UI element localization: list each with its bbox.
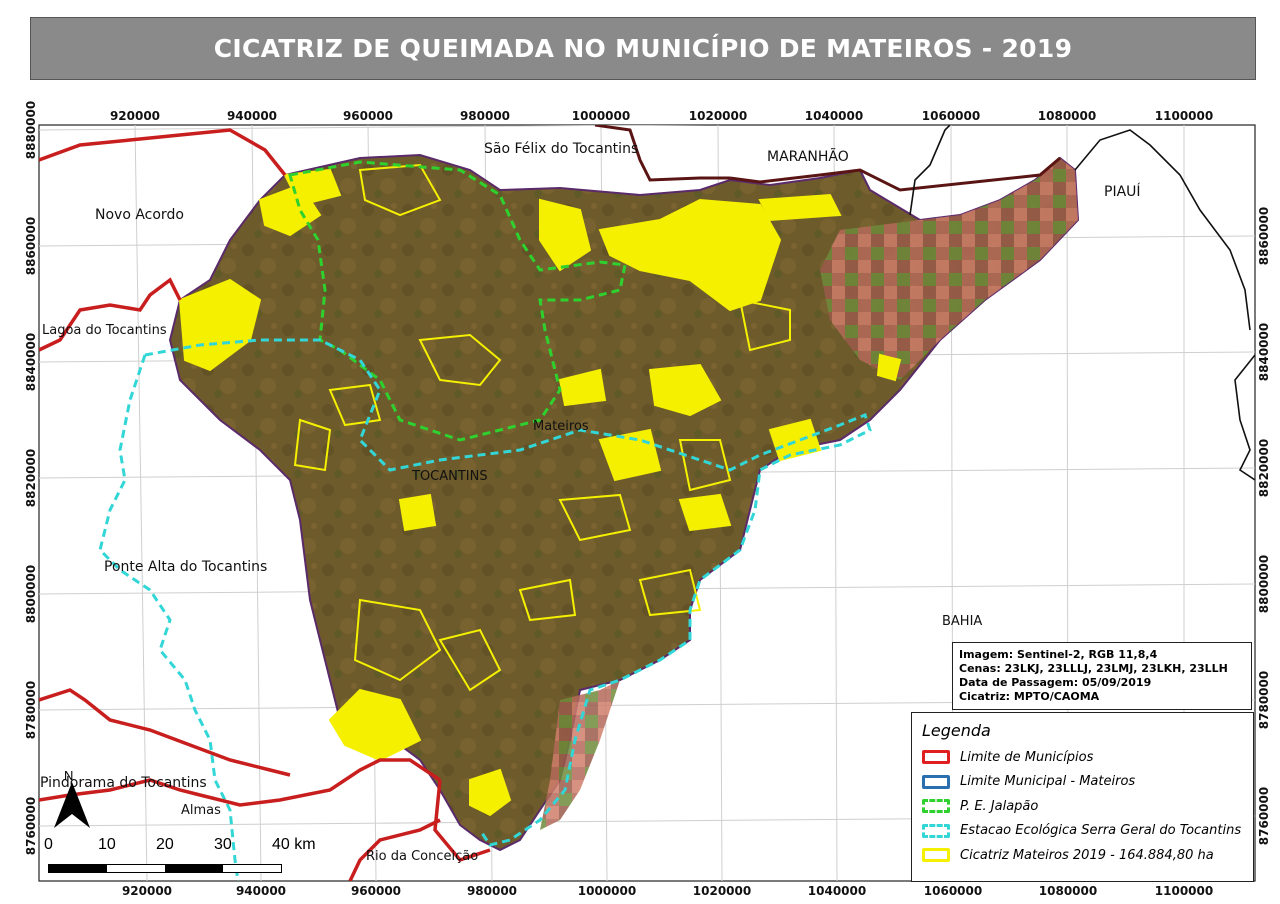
burn-scars [178,163,902,817]
tick-bottom: 1020000 [693,884,751,898]
label-piaui: PIAUÍ [1104,183,1141,200]
place-labels: São Félix do Tocantins MARANHÃO PIAUÍ No… [40,141,1141,864]
label-sao-felix: São Félix do Tocantins [484,141,638,157]
legend-item-jalapao: P. E. Jalapão [922,794,1243,819]
y-ticks-left: 8880000 8860000 8840000 8820000 8800000 … [24,101,38,855]
legend-swatch [922,799,950,814]
tick-right: 8760000 [1257,787,1271,845]
legend-title: Legenda [922,721,991,740]
x-ticks-bottom: 920000 940000 960000 980000 1000000 1020… [122,884,1213,898]
legend-label: P. E. Jalapão [960,798,1039,814]
tick-top: 1080000 [1038,109,1096,123]
tick-bottom: 1060000 [924,884,982,898]
tick-right: 8780000 [1257,671,1271,729]
label-bahia: BAHIA [942,614,982,629]
legend-label: Cicatriz Mateiros 2019 - 164.884,80 ha [960,847,1214,863]
label-ponte-alta: Ponte Alta do Tocantins [104,559,267,575]
tick-left: 8780000 [24,681,38,739]
info-line-scenes: Cenas: 23LKJ, 23LLLJ, 23LMJ, 23LKH, 23LL… [959,662,1228,675]
info-line-image: Imagem: Sentinel-2, RGB 11,8,4 [959,648,1158,661]
legend-item-mateiros-limit: Limite Municipal - Mateiros [922,770,1243,795]
legend-item-ecological-station: Estacao Ecológica Serra Geral do Tocanti… [922,819,1243,844]
map-title-bar: CICATRIZ DE QUEIMADA NO MUNICÍPIO DE MAT… [30,17,1256,80]
tick-top: 940000 [227,109,277,123]
scale-segment [165,865,223,872]
tick-bottom: 1000000 [578,884,636,898]
info-line-scar: Cicatriz: MPTO/CAOMA [959,690,1100,703]
tick-top: 1040000 [805,109,863,123]
label-novo-acordo: Novo Acordo [95,207,184,223]
x-ticks-top: 920000 940000 960000 980000 1000000 1020… [110,109,1213,123]
scale-segment [223,865,281,872]
tick-right: 8860000 [1257,207,1271,265]
tick-top: 1020000 [689,109,747,123]
tick-left: 8820000 [24,449,38,507]
tick-left: 8760000 [24,797,38,855]
tick-top: 1060000 [922,109,980,123]
legend-swatch [922,774,950,789]
label-maranhao: MARANHÃO [767,148,849,165]
label-mateiros: Mateiros [533,419,589,434]
tick-bottom: 960000 [351,884,401,898]
scale-label-30: 30 [214,836,232,853]
tick-bottom: 1040000 [808,884,866,898]
label-tocantins: TOCANTINS [411,469,488,484]
tick-bottom: 940000 [236,884,286,898]
scale-segment [107,865,165,872]
tick-left: 8860000 [24,217,38,275]
tick-right: 8820000 [1257,439,1271,497]
scale-label-20: 20 [156,836,174,853]
legend-label: Limite Municipal - Mateiros [960,774,1136,790]
legend-item-municipal-limits: Limite de Municípios [922,745,1243,770]
legend-swatch [922,750,950,765]
info-line-date: Data de Passagem: 05/09/2019 [959,676,1152,689]
scale-segment [49,865,107,872]
legend-label: Limite de Municípios [960,749,1094,765]
tick-top: 1000000 [572,109,630,123]
state-border-black [909,125,1255,481]
legend-swatch [922,823,950,838]
tick-top: 960000 [343,109,393,123]
tick-right: 8840000 [1257,323,1271,381]
label-almas: Almas [181,803,221,818]
scale-labels: 0 10 20 30 40 km [40,836,340,854]
tick-top: 920000 [110,109,160,123]
crop-fields-south [540,680,620,830]
tick-right: 8800000 [1257,555,1271,613]
state-boundary [594,125,1061,192]
label-pindorama: Pindorama do Tocantins [40,775,207,791]
tick-bottom: 980000 [467,884,517,898]
tick-bottom: 1080000 [1039,884,1097,898]
y-ticks-right: 8860000 8840000 8820000 8800000 8780000 … [1257,207,1271,845]
tick-top: 1100000 [1155,109,1213,123]
tick-bottom: 920000 [122,884,172,898]
scale-label-40: 40 km [272,836,316,853]
scale-bar [48,864,282,873]
tick-left: 8840000 [24,333,38,391]
north-arrow-icon: N [54,770,90,828]
map-title: CICATRIZ DE QUEIMADA NO MUNICÍPIO DE MAT… [213,34,1073,63]
tick-left: 8800000 [24,565,38,623]
scale-label-0: 0 [44,836,53,853]
municipal-boundaries [39,128,491,881]
legend-swatch [922,848,950,863]
scale-label-10: 10 [98,836,116,853]
legend-item-burn-scar: Cicatriz Mateiros 2019 - 164.884,80 ha [922,843,1243,868]
legend-label: Estacao Ecológica Serra Geral do Tocanti… [960,823,1242,839]
tick-left: 8880000 [24,101,38,159]
tick-bottom: 1100000 [1155,884,1213,898]
label-lagoa: Lagoa do Tocantins [42,323,167,338]
tick-top: 980000 [460,109,510,123]
label-rio-conceicao: Rio da Conceição [366,849,478,864]
legend: Legenda Limite de Municípios Limite Muni… [911,712,1254,882]
image-info-box: Imagem: Sentinel-2, RGB 11,8,4 Cenas: 23… [952,642,1252,710]
crop-fields-east [820,158,1078,380]
ecological-station-boundary [98,338,872,881]
svg-text:N: N [64,770,73,783]
